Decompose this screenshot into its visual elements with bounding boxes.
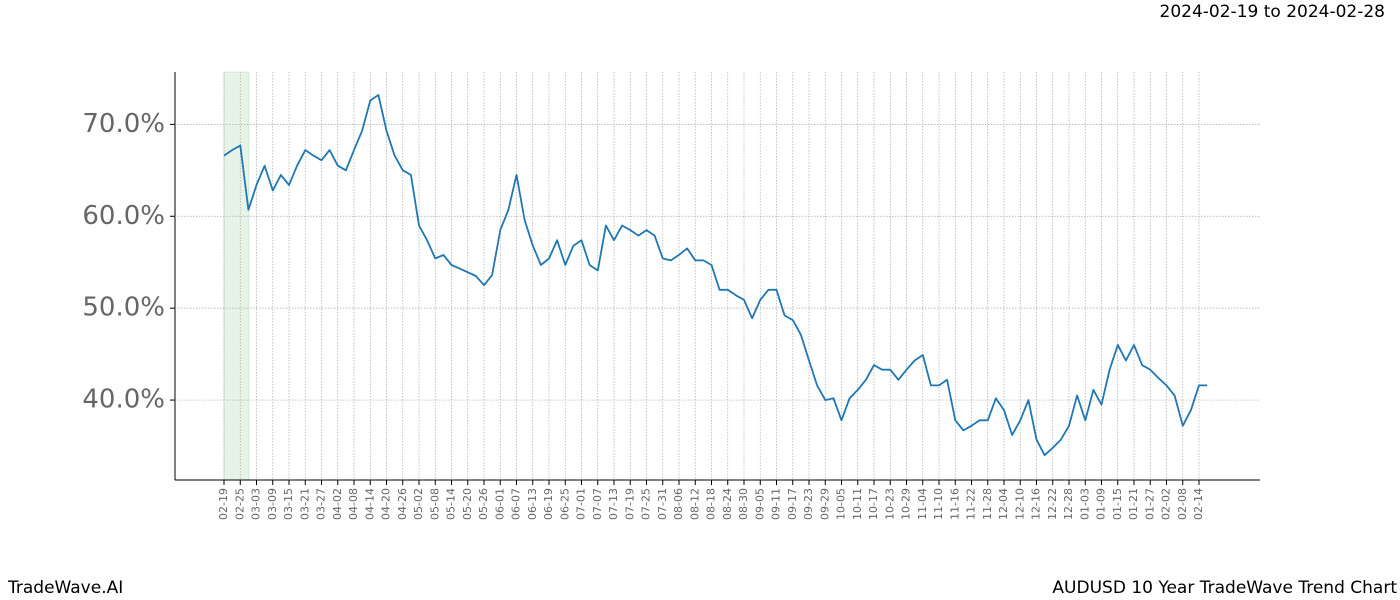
x-tick-label: 03-03 (250, 488, 263, 520)
x-tick-label: 08-30 (737, 488, 750, 520)
x-tick-label: 05-26 (477, 488, 490, 520)
x-tick-label: 08-24 (721, 488, 734, 520)
x-tick-label: 01-15 (1111, 488, 1124, 520)
x-tick-label: 09-17 (786, 488, 799, 520)
x-tick-label: 04-26 (396, 488, 409, 520)
x-tick-label: 04-08 (347, 488, 360, 520)
x-tick-label: 12-28 (1062, 488, 1075, 520)
x-tick-label: 06-07 (510, 488, 523, 520)
chart-title: AUDUSD 10 Year TradeWave Trend Chart (1052, 578, 1397, 598)
x-tick-label: 11-22 (965, 488, 978, 520)
brand: TradeWave.AI (7, 578, 123, 598)
x-tick-label: 09-05 (753, 488, 766, 520)
y-tick-label: 50.0% (82, 293, 165, 323)
x-tick-label: 05-02 (412, 488, 425, 520)
x-tick-label: 01-03 (1078, 488, 1091, 520)
x-tick-label: 05-08 (428, 488, 441, 520)
y-tick-label: 40.0% (82, 385, 165, 415)
x-tick-label: 09-29 (818, 488, 831, 520)
x-tick-label: 11-04 (916, 488, 929, 520)
y-tick-label: 60.0% (82, 201, 165, 231)
x-tick-label: 06-13 (526, 488, 539, 520)
x-tick-label: 06-19 (542, 488, 555, 520)
x-tick-label: 09-11 (770, 488, 783, 520)
x-tick-label: 02-25 (233, 488, 246, 520)
x-tick-label: 06-01 (493, 488, 506, 520)
line-series (223, 94, 1208, 457)
x-tick-label: 03-27 (315, 488, 328, 520)
x-tick-label: 02-19 (217, 488, 230, 520)
x-tick-label: 07-25 (640, 488, 653, 520)
x-tick-label: 04-02 (331, 488, 344, 520)
x-tick-label: 07-31 (656, 488, 669, 520)
x-tick-label: 12-22 (1046, 488, 1059, 520)
x-tick-label: 05-14 (445, 488, 458, 520)
x-tick-label: 09-23 (802, 488, 815, 520)
x-tick-label: 01-09 (1095, 488, 1108, 520)
x-tick-label: 12-16 (1030, 488, 1043, 520)
x-tick-label: 03-09 (266, 488, 279, 520)
x-tick-label: 10-17 (867, 488, 880, 520)
x-tick-label: 07-13 (607, 488, 620, 520)
x-tick-label: 10-29 (900, 488, 913, 520)
x-tick-label: 07-07 (591, 488, 604, 520)
x-tick-label: 11-10 (932, 488, 945, 520)
x-tick-label: 04-20 (380, 488, 393, 520)
x-tick-label: 10-23 (883, 488, 896, 520)
x-tick-label: 02-02 (1160, 488, 1173, 520)
x-tick-label: 01-21 (1127, 488, 1140, 520)
date-range: 2024-02-19 to 2024-02-28 (1160, 2, 1385, 22)
x-tick-label: 06-25 (558, 488, 571, 520)
highlight-band (223, 71, 250, 481)
x-tick-label: 12-04 (997, 488, 1010, 520)
y-tick-label: 70.0% (82, 109, 165, 139)
x-tick-label: 07-19 (623, 488, 636, 520)
x-tick-label: 01-27 (1143, 488, 1156, 520)
x-tick-label: 08-18 (705, 488, 718, 520)
x-tick-label: 11-28 (981, 488, 994, 520)
x-tick-label: 12-10 (1013, 488, 1026, 520)
x-tick-label: 08-06 (672, 488, 685, 520)
x-tick-label: 10-11 (851, 488, 864, 520)
x-tick-label: 04-14 (363, 488, 376, 520)
x-tick-label: 02-14 (1192, 488, 1205, 520)
x-tick-label: 03-15 (282, 488, 295, 520)
x-tick-label: 10-05 (835, 488, 848, 520)
x-tick-label: 11-16 (948, 488, 961, 520)
x-tick-label: 03-21 (298, 488, 311, 520)
x-tick-label: 08-12 (688, 488, 701, 520)
x-tick-label: 05-20 (461, 488, 474, 520)
x-tick-label: 07-01 (575, 488, 588, 520)
x-tick-label: 02-08 (1176, 488, 1189, 520)
